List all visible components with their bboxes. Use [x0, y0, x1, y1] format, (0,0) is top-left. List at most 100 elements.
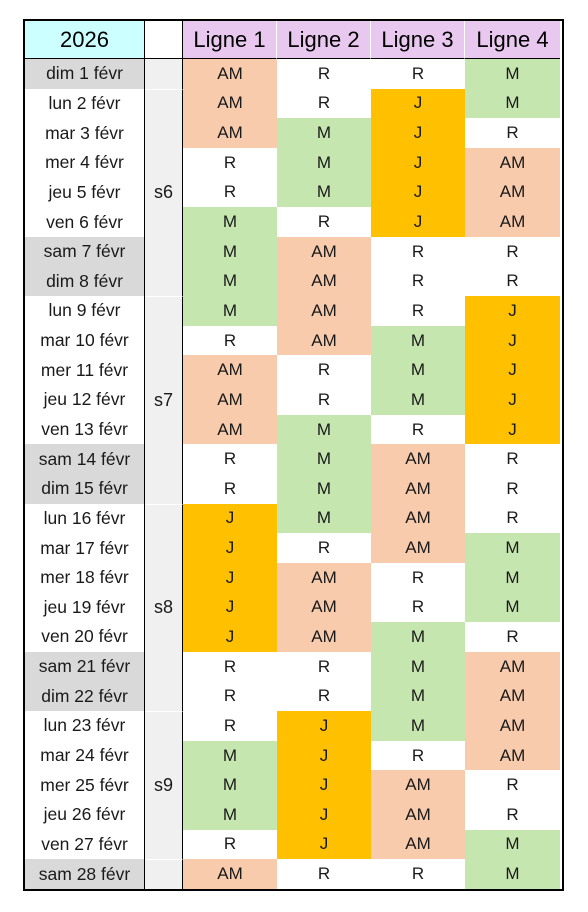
date-cell[interactable]: mer 11 févr	[25, 355, 145, 386]
schedule-cell-ligne-2[interactable]: AM	[277, 562, 371, 593]
schedule-cell-ligne-3[interactable]: AM	[371, 503, 465, 534]
schedule-cell-ligne-3[interactable]: M	[371, 622, 465, 652]
date-cell[interactable]: dim 22 févr	[25, 681, 145, 712]
schedule-cell-ligne-4[interactable]: R	[465, 236, 560, 267]
schedule-cell-ligne-4[interactable]: R	[465, 444, 560, 474]
schedule-cell-ligne-1[interactable]: R	[183, 147, 277, 178]
schedule-cell-ligne-4[interactable]: M	[465, 562, 560, 593]
schedule-cell-ligne-4[interactable]: R	[465, 503, 560, 534]
schedule-cell-ligne-4[interactable]: AM	[465, 651, 560, 682]
schedule-cell-ligne-1[interactable]: M	[183, 296, 277, 326]
schedule-cell-ligne-2[interactable]: AM	[277, 325, 371, 356]
week-label[interactable]: s6	[145, 88, 183, 297]
schedule-cell-ligne-4[interactable]: J	[465, 296, 560, 326]
schedule-cell-ligne-3[interactable]: AM	[371, 800, 465, 830]
schedule-cell-ligne-1[interactable]: R	[183, 711, 277, 741]
schedule-cell-ligne-1[interactable]: R	[183, 681, 277, 712]
schedule-cell-ligne-2[interactable]: R	[277, 681, 371, 712]
schedule-cell-ligne-1[interactable]: AM	[183, 414, 277, 445]
date-cell[interactable]: jeu 26 févr	[25, 800, 145, 830]
schedule-cell-ligne-1[interactable]: J	[183, 503, 277, 534]
schedule-cell-ligne-3[interactable]: M	[371, 711, 465, 741]
schedule-cell-ligne-2[interactable]: AM	[277, 266, 371, 297]
schedule-cell-ligne-3[interactable]: R	[371, 859, 465, 889]
schedule-cell-ligne-4[interactable]: AM	[465, 147, 560, 178]
schedule-cell-ligne-4[interactable]: M	[465, 88, 560, 119]
schedule-cell-ligne-3[interactable]: M	[371, 385, 465, 415]
line-3-header[interactable]: Ligne 3	[371, 21, 465, 59]
schedule-cell-ligne-2[interactable]: R	[277, 859, 371, 889]
schedule-cell-ligne-4[interactable]: AM	[465, 681, 560, 712]
schedule-cell-ligne-4[interactable]: J	[465, 355, 560, 386]
schedule-cell-ligne-2[interactable]: AM	[277, 592, 371, 623]
schedule-cell-ligne-2[interactable]: AM	[277, 296, 371, 326]
schedule-cell-ligne-1[interactable]: AM	[183, 59, 277, 89]
schedule-cell-ligne-1[interactable]: J	[183, 562, 277, 593]
date-cell[interactable]: sam 21 févr	[25, 651, 145, 682]
week-label[interactable]	[145, 59, 183, 89]
schedule-cell-ligne-2[interactable]: M	[277, 118, 371, 148]
schedule-cell-ligne-2[interactable]: M	[277, 503, 371, 534]
schedule-cell-ligne-3[interactable]: AM	[371, 473, 465, 504]
schedule-cell-ligne-4[interactable]: AM	[465, 711, 560, 741]
schedule-cell-ligne-2[interactable]: J	[277, 829, 371, 860]
schedule-cell-ligne-4[interactable]: R	[465, 622, 560, 652]
schedule-cell-ligne-2[interactable]: AM	[277, 236, 371, 267]
schedule-cell-ligne-1[interactable]: R	[183, 651, 277, 682]
line-1-header[interactable]: Ligne 1	[183, 21, 277, 59]
schedule-cell-ligne-4[interactable]: M	[465, 859, 560, 889]
date-cell[interactable]: lun 9 févr	[25, 296, 145, 326]
schedule-cell-ligne-2[interactable]: M	[277, 473, 371, 504]
schedule-cell-ligne-1[interactable]: AM	[183, 118, 277, 148]
date-cell[interactable]: ven 27 févr	[25, 829, 145, 860]
date-cell[interactable]: mer 18 févr	[25, 562, 145, 593]
schedule-cell-ligne-3[interactable]: R	[371, 236, 465, 267]
schedule-cell-ligne-3[interactable]: R	[371, 59, 465, 89]
schedule-cell-ligne-1[interactable]: AM	[183, 355, 277, 386]
date-cell[interactable]: jeu 5 févr	[25, 177, 145, 208]
schedule-cell-ligne-1[interactable]: AM	[183, 859, 277, 889]
schedule-cell-ligne-2[interactable]: R	[277, 385, 371, 415]
schedule-cell-ligne-4[interactable]: M	[465, 59, 560, 89]
schedule-cell-ligne-2[interactable]: R	[277, 59, 371, 89]
schedule-cell-ligne-1[interactable]: M	[183, 770, 277, 801]
week-label[interactable]: s7	[145, 296, 183, 504]
schedule-cell-ligne-4[interactable]: M	[465, 533, 560, 563]
date-cell[interactable]: mar 10 févr	[25, 325, 145, 356]
schedule-cell-ligne-3[interactable]: M	[371, 681, 465, 712]
week-column-header[interactable]	[145, 21, 183, 59]
date-cell[interactable]: mer 4 févr	[25, 147, 145, 178]
schedule-cell-ligne-1[interactable]: R	[183, 177, 277, 208]
week-label[interactable]: s8	[145, 503, 183, 712]
schedule-cell-ligne-3[interactable]: AM	[371, 829, 465, 860]
schedule-cell-ligne-2[interactable]: R	[277, 651, 371, 682]
date-cell[interactable]: jeu 12 févr	[25, 385, 145, 415]
schedule-cell-ligne-3[interactable]: R	[371, 562, 465, 593]
date-cell[interactable]: sam 28 févr	[25, 859, 145, 889]
date-cell[interactable]: dim 8 févr	[25, 266, 145, 297]
schedule-cell-ligne-2[interactable]: R	[277, 355, 371, 386]
schedule-cell-ligne-4[interactable]: AM	[465, 177, 560, 208]
date-cell[interactable]: sam 14 févr	[25, 444, 145, 474]
date-cell[interactable]: jeu 19 févr	[25, 592, 145, 623]
schedule-cell-ligne-4[interactable]: R	[465, 266, 560, 297]
schedule-cell-ligne-1[interactable]: AM	[183, 385, 277, 415]
schedule-cell-ligne-3[interactable]: AM	[371, 770, 465, 801]
schedule-cell-ligne-4[interactable]: M	[465, 592, 560, 623]
schedule-cell-ligne-2[interactable]: R	[277, 533, 371, 563]
schedule-cell-ligne-4[interactable]: R	[465, 118, 560, 148]
schedule-cell-ligne-3[interactable]: J	[371, 88, 465, 119]
schedule-cell-ligne-3[interactable]: AM	[371, 533, 465, 563]
line-2-header[interactable]: Ligne 2	[277, 21, 371, 59]
schedule-cell-ligne-2[interactable]: M	[277, 444, 371, 474]
schedule-cell-ligne-3[interactable]: M	[371, 651, 465, 682]
schedule-cell-ligne-4[interactable]: J	[465, 414, 560, 445]
schedule-cell-ligne-1[interactable]: M	[183, 740, 277, 771]
line-4-header[interactable]: Ligne 4	[465, 21, 560, 59]
date-cell[interactable]: ven 6 févr	[25, 207, 145, 237]
schedule-cell-ligne-3[interactable]: J	[371, 207, 465, 237]
date-cell[interactable]: mer 25 févr	[25, 770, 145, 801]
date-cell[interactable]: dim 1 févr	[25, 59, 145, 89]
year-header[interactable]: 2026	[25, 21, 145, 59]
date-cell[interactable]: mar 3 févr	[25, 118, 145, 148]
